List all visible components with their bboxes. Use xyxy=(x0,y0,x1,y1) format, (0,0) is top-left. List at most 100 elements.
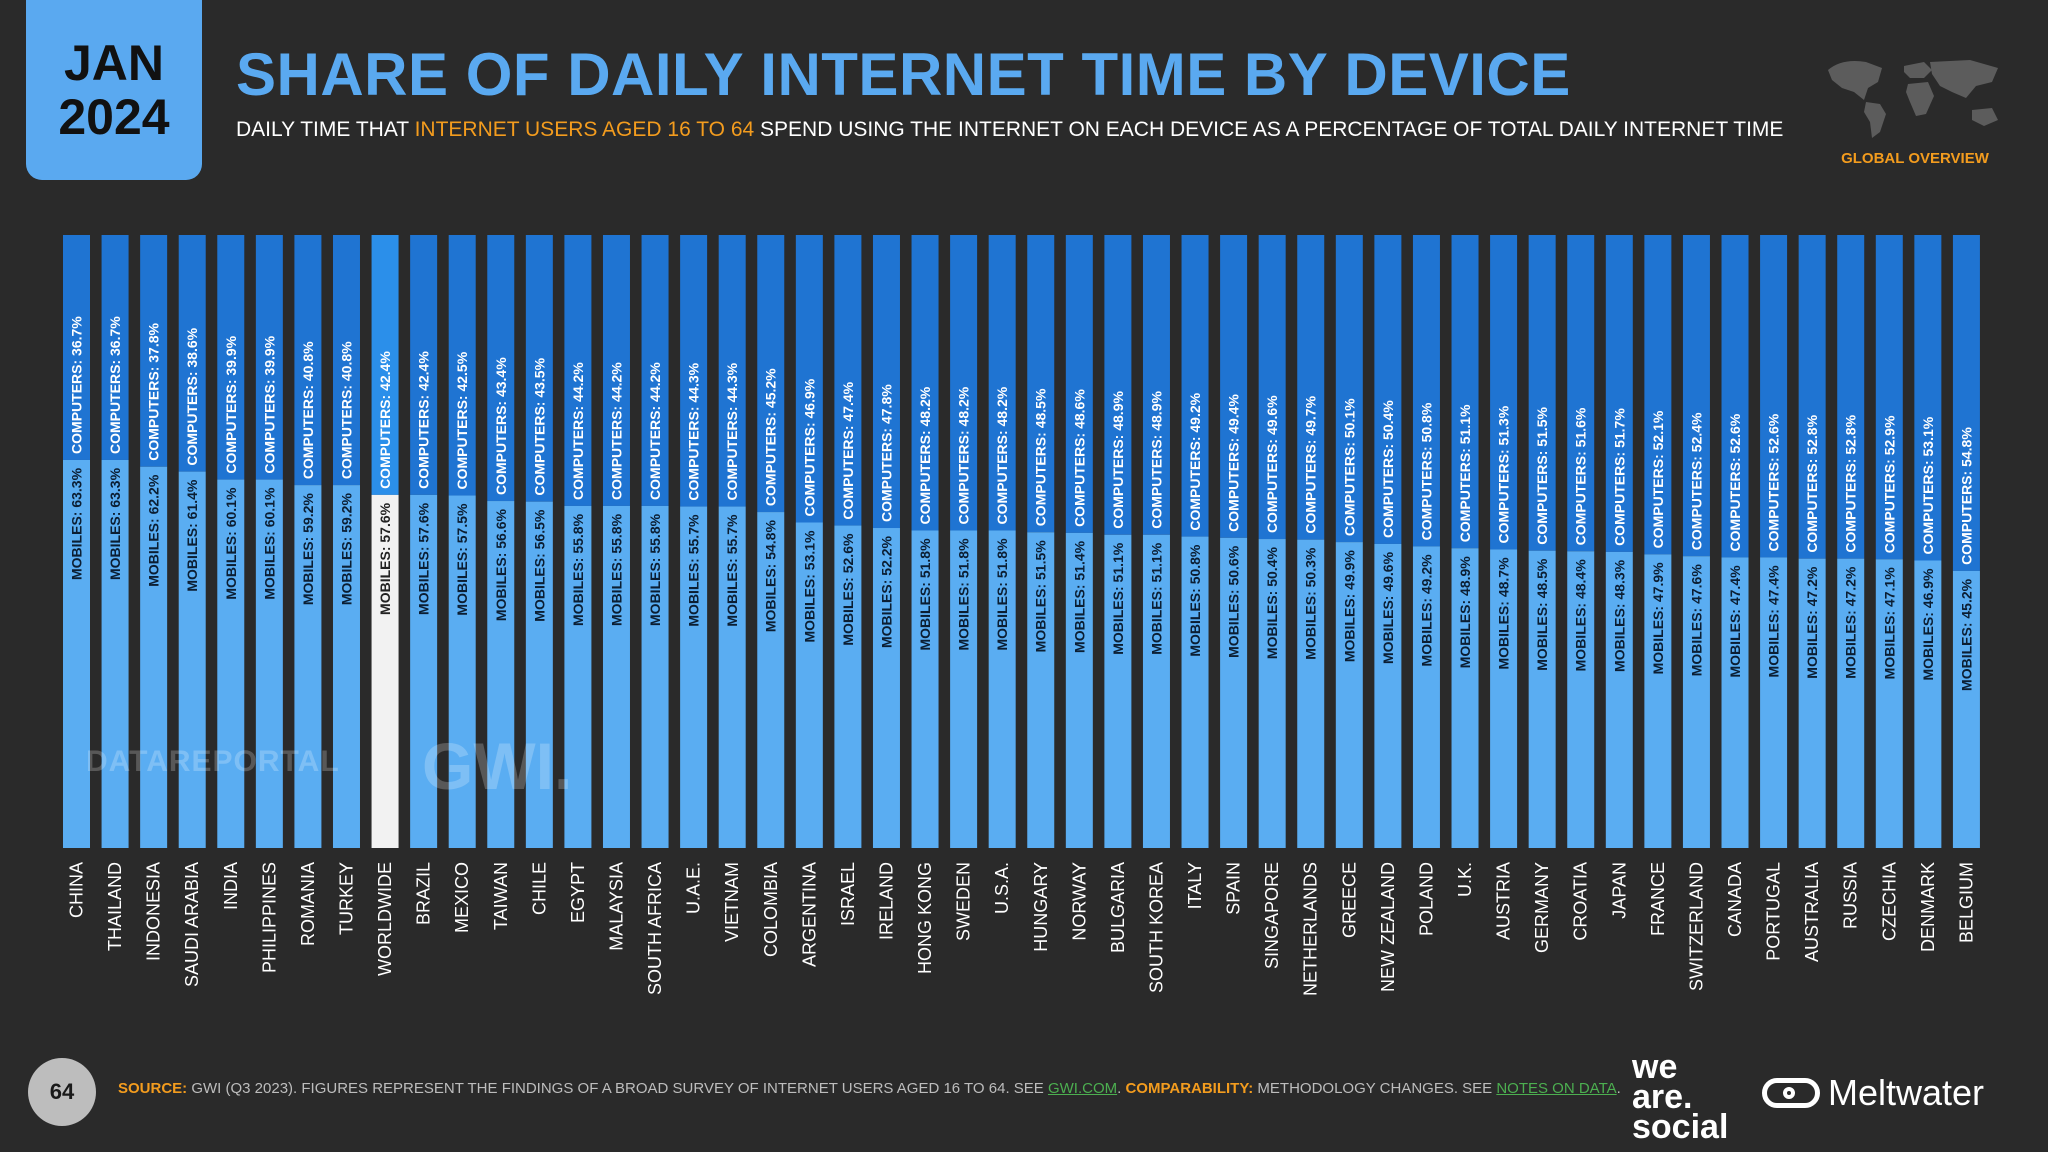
bar-mobiles xyxy=(1220,537,1248,848)
bar-computers xyxy=(448,235,476,496)
label-computers: COMPUTERS: 52.9% xyxy=(1881,415,1897,553)
category-label: NETHERLANDS xyxy=(1301,862,1321,996)
label-mobiles: MOBILES: 59.2% xyxy=(338,493,354,606)
subtitle-highlight: INTERNET USERS AGED 16 TO 64 xyxy=(414,118,755,141)
label-computers: COMPUTERS: 43.5% xyxy=(531,357,547,495)
category-label: COLOMBIA xyxy=(761,862,781,957)
bar-mobiles xyxy=(1644,554,1672,848)
label-mobiles: MOBILES: 46.9% xyxy=(1920,568,1936,681)
notes-link[interactable]: NOTES ON DATA xyxy=(1496,1080,1617,1097)
logo-line-2: are. xyxy=(1632,1078,1693,1116)
category-label: SPAIN xyxy=(1224,862,1244,915)
label-mobiles: MOBILES: 57.5% xyxy=(454,503,470,616)
bar-mobiles xyxy=(1567,551,1595,848)
category-label: ITALY xyxy=(1185,862,1205,909)
label-computers: COMPUTERS: 51.1% xyxy=(1457,404,1473,542)
label-computers: COMPUTERS: 53.1% xyxy=(1920,416,1936,554)
bar-computers xyxy=(217,235,245,480)
label-mobiles: MOBILES: 51.8% xyxy=(917,538,933,651)
label-computers: COMPUTERS: 52.8% xyxy=(1804,414,1820,552)
label-computers: COMPUTERS: 48.6% xyxy=(1071,389,1087,527)
bar-computers xyxy=(564,235,592,506)
label-computers: COMPUTERS: 40.8% xyxy=(338,341,354,479)
label-mobiles: MOBILES: 55.8% xyxy=(608,513,624,626)
label-computers: COMPUTERS: 48.2% xyxy=(994,386,1010,524)
label-computers: COMPUTERS: 44.2% xyxy=(608,362,624,500)
label-mobiles: MOBILES: 60.1% xyxy=(261,487,277,600)
bar-computers xyxy=(294,235,322,486)
source-label: SOURCE: xyxy=(118,1080,188,1097)
label-computers: COMPUTERS: 51.6% xyxy=(1573,407,1589,545)
category-label: BELGIUM xyxy=(1956,862,1976,943)
bar-mobiles xyxy=(1451,548,1479,848)
category-label: CZECHIA xyxy=(1879,862,1899,941)
bar-mobiles xyxy=(525,501,553,848)
bar-computers xyxy=(1567,235,1595,552)
bar-mobiles xyxy=(178,471,206,848)
label-mobiles: MOBILES: 50.4% xyxy=(1264,547,1280,660)
category-label: INDONESIA xyxy=(144,862,164,961)
bar-mobiles xyxy=(564,505,592,848)
label-mobiles: MOBILES: 54.8% xyxy=(763,520,779,633)
bar-computers xyxy=(1875,235,1903,560)
bar-mobiles xyxy=(63,459,90,848)
comparability-end: . xyxy=(1616,1080,1621,1097)
bar-mobiles xyxy=(1258,539,1286,848)
bar-mobiles xyxy=(217,479,245,848)
label-computers: COMPUTERS: 40.8% xyxy=(300,341,316,479)
bar-computers xyxy=(1490,235,1518,550)
category-label: HONG KONG xyxy=(915,862,935,974)
label-mobiles: MOBILES: 61.4% xyxy=(184,479,200,592)
bar-computers xyxy=(371,235,399,495)
logo-line-1: we xyxy=(1632,1048,1678,1086)
label-computers: COMPUTERS: 54.8% xyxy=(1958,427,1974,565)
label-computers: COMPUTERS: 50.1% xyxy=(1341,398,1357,536)
label-mobiles: MOBILES: 48.5% xyxy=(1534,558,1550,671)
subtitle-post: SPEND USING THE INTERNET ON EACH DEVICE … xyxy=(754,118,1784,141)
category-label: GREECE xyxy=(1339,862,1359,938)
bar-computers xyxy=(834,235,862,526)
bar-mobiles xyxy=(872,528,900,848)
source-link[interactable]: GWI.COM xyxy=(1047,1080,1118,1097)
bar-computers xyxy=(872,235,900,529)
category-label: WORLDWIDE xyxy=(375,862,395,976)
bar-mobiles xyxy=(410,494,438,848)
label-mobiles: MOBILES: 53.1% xyxy=(801,530,817,643)
category-label: U.K. xyxy=(1455,862,1475,897)
bar-computers xyxy=(988,235,1016,531)
bar-computers xyxy=(1760,235,1788,558)
category-label: GERMANY xyxy=(1532,862,1552,953)
label-computers: COMPUTERS: 52.4% xyxy=(1688,412,1704,550)
bar-computers xyxy=(680,235,708,507)
label-mobiles: MOBILES: 50.8% xyxy=(1187,544,1203,657)
label-mobiles: MOBILES: 56.6% xyxy=(493,508,509,621)
bar-computers xyxy=(525,235,553,502)
label-mobiles: MOBILES: 49.2% xyxy=(1418,554,1434,667)
bar-computers xyxy=(410,235,438,495)
bar-computers xyxy=(757,235,785,513)
category-label: NEW ZEALAND xyxy=(1378,862,1398,992)
category-label: POLAND xyxy=(1416,862,1436,936)
label-computers: COMPUTERS: 48.9% xyxy=(1110,391,1126,529)
category-label: U.A.E. xyxy=(684,862,704,914)
label-mobiles: MOBILES: 47.1% xyxy=(1881,567,1897,680)
label-computers: COMPUTERS: 48.2% xyxy=(956,386,972,524)
category-label: PORTUGAL xyxy=(1764,862,1784,961)
label-mobiles: MOBILES: 57.6% xyxy=(377,502,393,615)
bar-computers xyxy=(1297,235,1325,540)
label-mobiles: MOBILES: 50.3% xyxy=(1303,547,1319,660)
category-label: U.S.A. xyxy=(992,862,1012,914)
category-label: TURKEY xyxy=(336,862,356,935)
label-mobiles: MOBILES: 49.6% xyxy=(1380,551,1396,664)
label-computers: COMPUTERS: 52.6% xyxy=(1727,413,1743,551)
category-label: JAPAN xyxy=(1609,862,1629,919)
comparability-text: METHODOLOGY CHANGES. SEE xyxy=(1253,1080,1497,1097)
bar-computers xyxy=(1914,235,1942,561)
label-mobiles: MOBILES: 47.9% xyxy=(1650,562,1666,675)
label-mobiles: MOBILES: 51.8% xyxy=(994,538,1010,651)
bar-mobiles xyxy=(988,530,1016,848)
label-computers: COMPUTERS: 44.3% xyxy=(686,362,702,500)
bar-mobiles xyxy=(1605,551,1633,848)
label-mobiles: MOBILES: 59.2% xyxy=(300,493,316,606)
bar-mobiles xyxy=(1335,542,1363,848)
